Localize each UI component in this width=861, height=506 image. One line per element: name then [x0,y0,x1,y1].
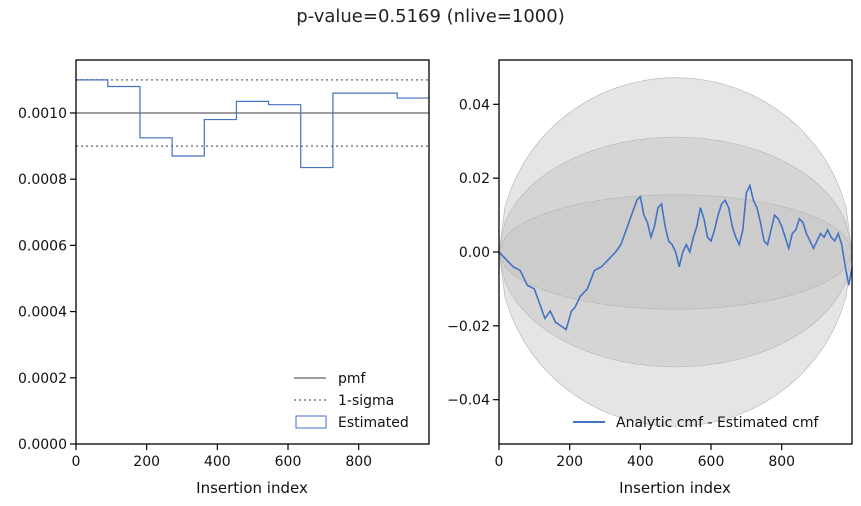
figure-title: p-value=0.5169 (nlive=1000) [296,6,565,27]
right-x-axis-label: Insertion index [619,479,731,497]
right-y-tick-label: −0.04 [447,393,490,409]
right-y-axis: −0.04 −0.02 0.00 0.02 0.04 [447,97,499,409]
legend-1-sigma-label: 1-sigma [338,393,394,409]
left-y-tick-label: 0.0010 [18,106,67,122]
right-x-tick-label: 200 [556,454,583,470]
left-y-axis: 0.0000 0.0002 0.0004 0.0006 0.0008 0.0010 [18,106,76,453]
left-x-tick-label: 0 [72,454,81,470]
estimated-step-line [76,79,429,169]
right-x-tick-label: 400 [627,454,654,470]
right-x-axis: 0 200 400 600 800 [495,444,795,470]
legend-cmf-diff-label: Analytic cmf - Estimated cmf [616,415,819,431]
left-chart: 0 200 400 600 800 0.00000.00020.00040.00060.… [18,59,430,497]
right-x-tick-label: 800 [768,454,795,470]
legend-estimated-label: Estimated [338,415,409,431]
cmf-difference-line [498,183,853,331]
left-x-tick-label: 600 [275,454,302,470]
right-legend: Analytic cmf - Estimated cmf [573,415,819,431]
left-x-axis: 0 200 400 600 800 [72,444,372,470]
right-x-tick-label: 0 [495,454,504,470]
legend-estimated-swatch [295,415,327,429]
left-legend: pmf 1-sigma Estimated [294,371,409,431]
left-x-tick-label: 400 [204,454,231,470]
left-x-tick-label: 200 [133,454,160,470]
left-y-tick-label: 0.0006 [18,238,67,254]
left-x-tick-label: 800 [345,454,372,470]
left-axes-frame [75,59,430,445]
right-y-tick-label: 0.02 [459,171,490,187]
right-y-tick-label: 0.04 [459,97,490,113]
left-x-axis-label: Insertion index [196,479,308,497]
left-y-tick-label: 0.0004 [18,305,67,321]
left-plot-area [76,79,429,169]
left-y-tick-label: 0.0000 [18,437,67,453]
left-y-tick-label: 0.0002 [18,371,67,387]
legend-pmf-label: pmf [338,371,367,387]
left-y-tick-label: 0.0008 [18,172,67,188]
right-plot-area [498,77,853,427]
right-chart: 0 200 400 600 800 −0.04 −0.02 0.00 0.02 0.04 Ins… [447,59,853,497]
right-y-tick-label: 0.00 [459,245,490,261]
right-x-tick-label: 600 [698,454,725,470]
right-y-tick-label: −0.02 [447,319,490,335]
